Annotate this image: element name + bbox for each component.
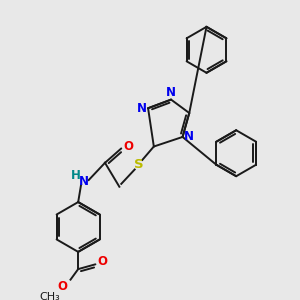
Text: O: O [123, 140, 133, 153]
Text: S: S [134, 158, 143, 171]
Text: N: N [184, 130, 194, 143]
Text: N: N [79, 176, 89, 188]
Text: O: O [58, 280, 68, 293]
Text: O: O [97, 255, 107, 268]
Text: H: H [71, 169, 81, 182]
Text: N: N [136, 102, 146, 115]
Text: CH₃: CH₃ [39, 292, 60, 300]
Text: N: N [166, 86, 176, 99]
